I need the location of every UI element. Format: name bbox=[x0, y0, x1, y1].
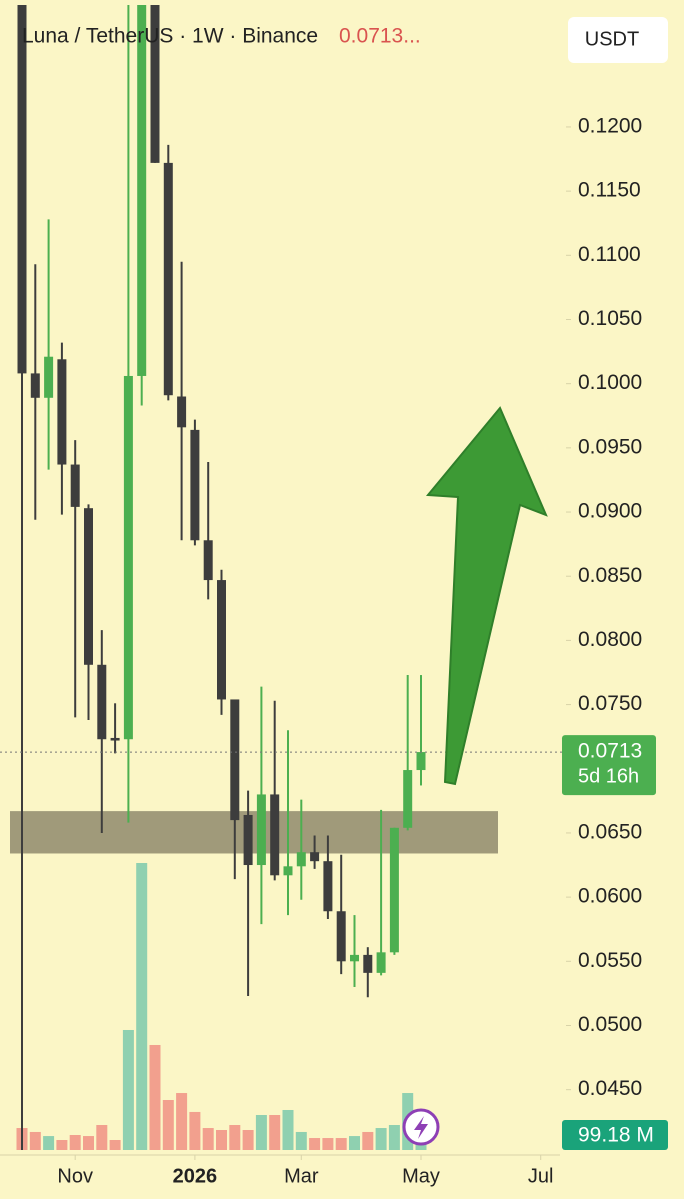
price-tag bbox=[562, 735, 656, 796]
y-tick-label: 0.1000 bbox=[578, 371, 642, 394]
candle-body bbox=[296, 852, 306, 867]
candle-body bbox=[217, 580, 226, 700]
candle-body bbox=[256, 794, 266, 866]
volume-bar bbox=[255, 1114, 267, 1150]
candle-body bbox=[323, 861, 333, 912]
currency-button[interactable] bbox=[568, 17, 668, 63]
candle-body bbox=[17, 5, 27, 374]
y-tick-label: 0.1150 bbox=[578, 179, 641, 202]
candle-body bbox=[163, 162, 173, 396]
candle-body bbox=[97, 664, 107, 740]
volume-bar bbox=[335, 1138, 347, 1150]
candle-body bbox=[350, 954, 359, 962]
volume-bar bbox=[43, 1136, 55, 1150]
candle-body bbox=[57, 359, 67, 465]
candle-body bbox=[203, 540, 213, 581]
support-zone bbox=[10, 811, 498, 854]
candle-body bbox=[416, 752, 426, 771]
volume-bar bbox=[96, 1124, 108, 1150]
candle-body bbox=[310, 852, 320, 862]
candle-body bbox=[283, 866, 293, 876]
candle-body bbox=[190, 429, 200, 541]
y-tick-label: 0.0800 bbox=[578, 628, 642, 651]
candle-body bbox=[403, 770, 413, 828]
volume-bar bbox=[349, 1136, 360, 1150]
candle-body bbox=[150, 5, 160, 163]
candle-body bbox=[230, 699, 240, 821]
y-tick-label: 0.0850 bbox=[578, 564, 642, 587]
candle-body bbox=[243, 814, 253, 866]
volume-bar bbox=[362, 1131, 374, 1150]
volume-bar bbox=[309, 1138, 321, 1150]
candle-body bbox=[123, 375, 133, 740]
volume-bar bbox=[162, 1099, 174, 1150]
chart-title: Luna / TetherUS · 1W · Binance bbox=[22, 25, 318, 48]
volume-label: 99.18 M bbox=[578, 1124, 654, 1147]
candle-body bbox=[363, 954, 373, 973]
volume-bar bbox=[29, 1131, 41, 1150]
header-price: 0.0713... bbox=[339, 25, 421, 48]
volume-bar bbox=[295, 1131, 307, 1150]
candle-body bbox=[389, 827, 399, 953]
price-tag-label: 0.0713 bbox=[578, 740, 642, 763]
candle-body bbox=[84, 508, 93, 665]
countdown: 5d 16h bbox=[578, 765, 639, 787]
candle-body bbox=[110, 737, 120, 741]
volume-bar bbox=[375, 1128, 387, 1150]
y-tick-label: 0.0650 bbox=[578, 820, 642, 843]
y-tick-label: 0.0950 bbox=[578, 435, 642, 458]
volume-bar bbox=[269, 1114, 281, 1150]
x-tick-label: 2026 bbox=[173, 1165, 218, 1187]
candle-body bbox=[376, 952, 386, 973]
candle-body bbox=[44, 356, 54, 398]
volume-bar bbox=[176, 1093, 188, 1150]
y-tick-label: 0.0550 bbox=[578, 949, 642, 972]
volume-bar bbox=[322, 1138, 334, 1150]
y-tick-label: 0.0750 bbox=[578, 692, 642, 715]
volume-bar bbox=[149, 1044, 161, 1150]
volume-bar bbox=[388, 1124, 400, 1150]
volume-bar bbox=[109, 1139, 121, 1150]
x-tick-label: Mar bbox=[284, 1165, 319, 1187]
candle-body bbox=[270, 794, 280, 876]
x-tick-label: Nov bbox=[57, 1165, 93, 1187]
y-tick-label: 0.1200 bbox=[578, 114, 642, 137]
flash-glyph bbox=[414, 1116, 428, 1139]
y-tick-label: 0.1100 bbox=[578, 243, 641, 266]
y-tick-label: 0.0600 bbox=[578, 885, 642, 908]
volume-bar bbox=[56, 1139, 68, 1150]
volume-bar bbox=[83, 1136, 94, 1150]
y-tick-label: 0.0900 bbox=[578, 500, 642, 523]
y-tick-label: 0.1050 bbox=[578, 307, 642, 330]
candle-body bbox=[177, 396, 187, 428]
volume-bar bbox=[136, 863, 148, 1150]
candle-body bbox=[70, 464, 80, 507]
volume-bar bbox=[242, 1129, 254, 1150]
up-arrow bbox=[425, 406, 548, 786]
volume-bar bbox=[202, 1128, 214, 1150]
currency-label[interactable]: USDT bbox=[585, 28, 639, 50]
volume-bar bbox=[216, 1129, 227, 1150]
x-tick-label: Jul bbox=[528, 1165, 554, 1187]
volume-bar bbox=[122, 1029, 134, 1150]
x-tick-label: May bbox=[402, 1165, 440, 1187]
y-tick-label: 0.0500 bbox=[578, 1013, 642, 1036]
y-tick-label: 0.0450 bbox=[578, 1077, 642, 1100]
candle-body bbox=[30, 373, 40, 398]
volume-tag bbox=[562, 1120, 668, 1150]
candle-body bbox=[336, 911, 346, 962]
candle-body bbox=[137, 5, 147, 376]
volume-bar bbox=[282, 1109, 294, 1150]
volume-bar bbox=[69, 1134, 81, 1150]
volume-bar bbox=[229, 1124, 241, 1150]
volume-bar bbox=[189, 1111, 201, 1150]
